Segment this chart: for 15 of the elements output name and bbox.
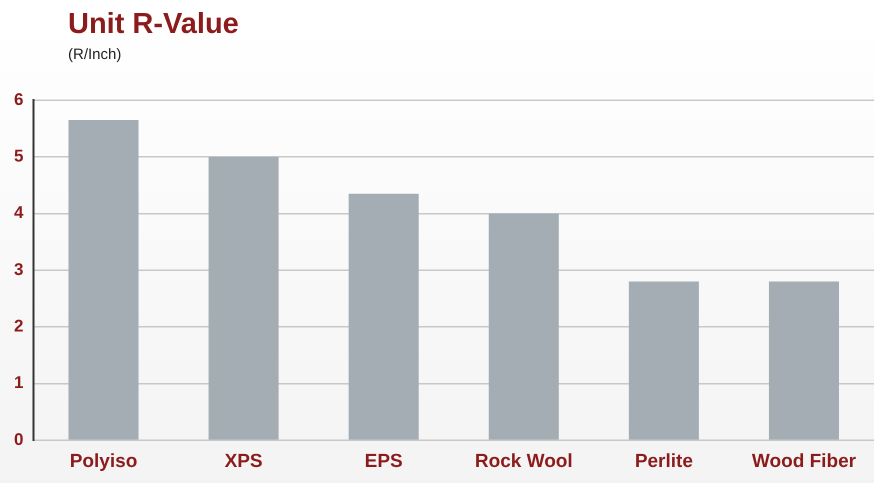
x-tick-label: XPS [224,450,263,472]
y-tick-label: 4 [14,203,24,222]
y-tick-label: 1 [14,373,24,392]
x-tick-label: Rock Wool [474,450,573,472]
y-tick-label: 0 [14,430,24,449]
y-tick-label: 6 [14,90,24,109]
y-tick-label: 3 [14,260,24,279]
x-tick-label: Wood Fiber [752,450,857,472]
chart-title: Unit R-Value [68,8,239,41]
y-tick-label: 2 [14,316,24,336]
x-tick-label: EPS [364,450,403,472]
x-tick-label: Polyiso [70,450,138,472]
y-tick-label: 5 [14,146,24,166]
chart-subtitle: (R/Inch) [68,46,122,63]
x-tick-label: Perlite [634,450,693,472]
